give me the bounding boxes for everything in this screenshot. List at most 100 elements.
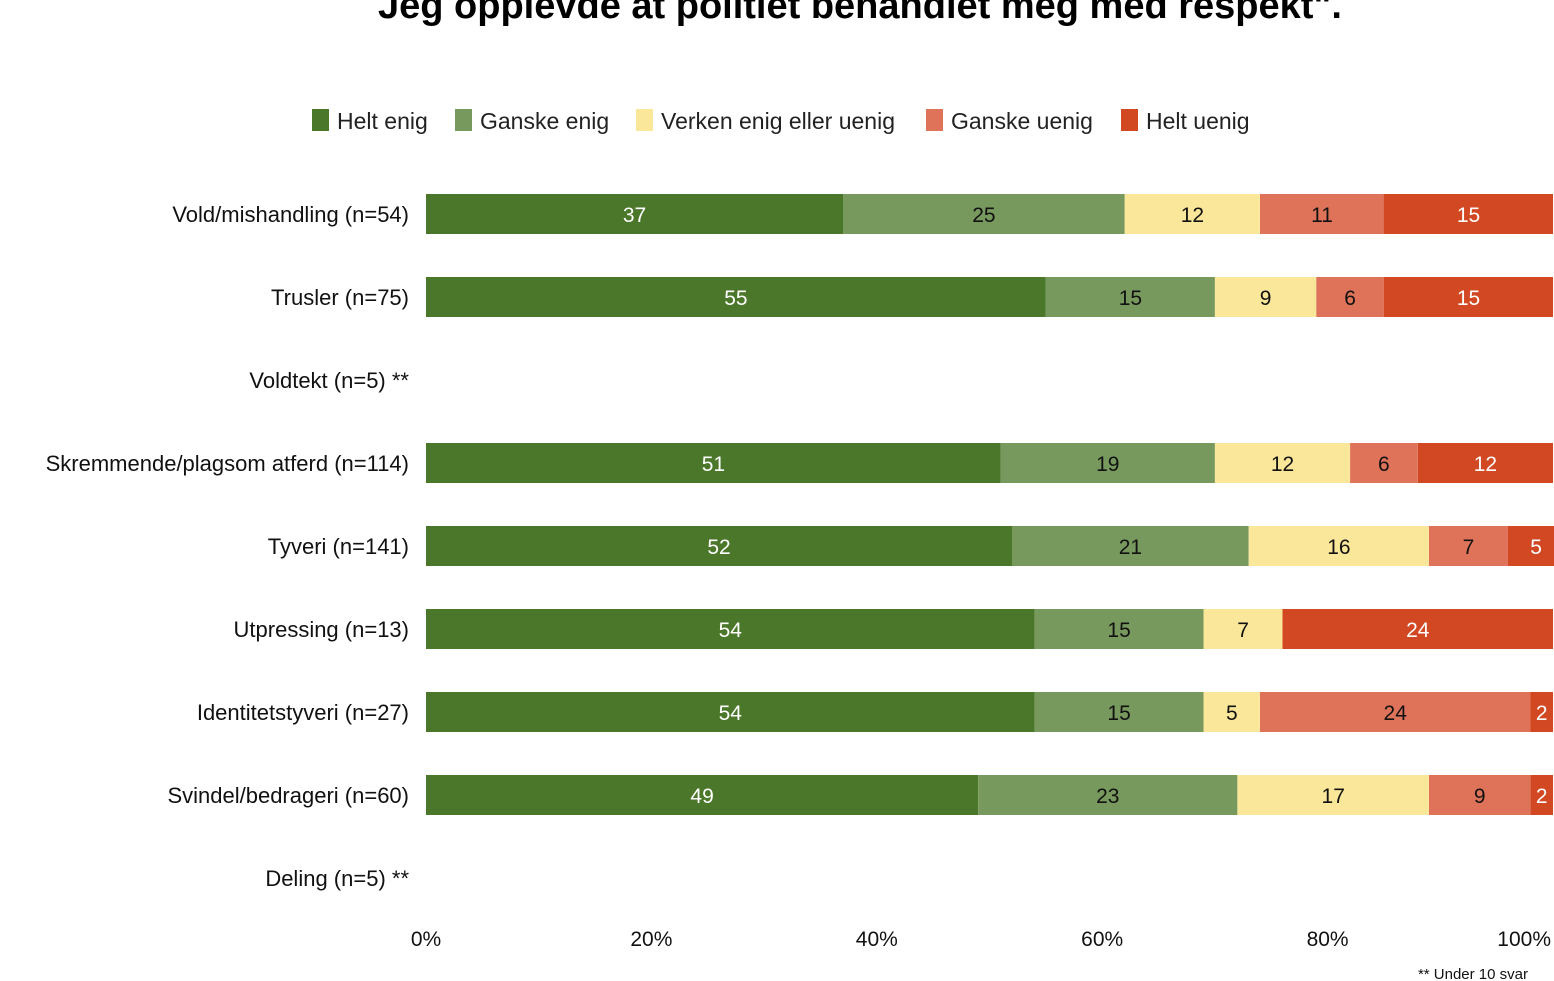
chart-title: Jeg opplevde at politiet behandlet meg m… bbox=[378, 0, 1342, 27]
data-label: 2 bbox=[1536, 702, 1548, 725]
bar-segment-ganske-enig bbox=[1000, 443, 1215, 483]
data-label: 17 bbox=[1322, 785, 1345, 808]
data-label: 54 bbox=[719, 619, 743, 642]
data-label: 37 bbox=[623, 204, 646, 227]
bar-segment-ganske-uenig bbox=[1350, 443, 1418, 483]
footnote: ** Under 10 svar bbox=[1418, 966, 1528, 981]
bar-segment-verken-enig-eller-uenig bbox=[1203, 692, 1260, 732]
bar-segment-verken-enig-eller-uenig bbox=[1248, 526, 1429, 566]
data-label: 6 bbox=[1344, 287, 1356, 310]
category-label: Skremmende/plagsom atferd (n=114) bbox=[46, 451, 409, 476]
data-label: 54 bbox=[719, 702, 743, 725]
category-label: Identitetstyveri (n=27) bbox=[197, 700, 409, 725]
bar-segment-helt-enig bbox=[426, 692, 1035, 732]
data-label: 15 bbox=[1457, 204, 1480, 227]
x-tick-label: 0% bbox=[411, 928, 441, 951]
category-label: Voldtekt (n=5) ** bbox=[249, 368, 409, 393]
data-label: 19 bbox=[1096, 453, 1119, 476]
data-label: 12 bbox=[1181, 204, 1204, 227]
data-label: 6 bbox=[1378, 453, 1390, 476]
x-tick-label: 60% bbox=[1081, 928, 1123, 951]
bar-segment-ganske-enig bbox=[843, 194, 1125, 234]
data-label: 55 bbox=[724, 287, 747, 310]
bar-segment-helt-enig bbox=[426, 194, 843, 234]
data-label: 9 bbox=[1474, 785, 1486, 808]
category-label: Utpressing (n=13) bbox=[234, 617, 409, 642]
data-label: 9 bbox=[1260, 287, 1272, 310]
bar-segment-ganske-enig bbox=[978, 775, 1238, 815]
data-label: 24 bbox=[1406, 619, 1430, 642]
x-tick-label: 40% bbox=[856, 928, 898, 951]
data-label: 12 bbox=[1474, 453, 1497, 476]
data-label: 16 bbox=[1327, 536, 1350, 559]
bar-segment-helt-enig bbox=[426, 443, 1001, 483]
bar-segment-ganske-uenig bbox=[1260, 194, 1384, 234]
data-label: 11 bbox=[1311, 204, 1333, 227]
data-label: 51 bbox=[702, 453, 725, 476]
legend-swatch-helt-enig bbox=[312, 109, 329, 131]
bar-segment-ganske-uenig bbox=[1429, 775, 1531, 815]
bar-segment-helt-uenig bbox=[1530, 692, 1553, 732]
x-axis-ticks: 0% 20% 40% 60% 80% 100% bbox=[411, 928, 1551, 951]
bar-segment-verken-enig-eller-uenig bbox=[1237, 775, 1429, 815]
legend-label-helt-enig: Helt enig bbox=[337, 108, 428, 134]
bar-segment-ganske-enig bbox=[1045, 277, 1215, 317]
bar-segment-ganske-uenig bbox=[1260, 692, 1531, 732]
legend-swatch-verken-enig-eller-uenig bbox=[636, 109, 653, 131]
data-label: 7 bbox=[1237, 619, 1249, 642]
bar-segment-ganske-uenig bbox=[1429, 526, 1508, 566]
legend-label-helt-uenig: Helt uenig bbox=[1146, 108, 1250, 134]
bar-segment-ganske-uenig bbox=[1316, 277, 1384, 317]
data-label: 21 bbox=[1119, 536, 1142, 559]
data-label: 25 bbox=[972, 204, 995, 227]
legend-label-verken-enig-eller-uenig: Verken enig eller uenig bbox=[661, 108, 895, 134]
bar-segment-helt-uenig bbox=[1383, 277, 1553, 317]
bar-segment-ganske-enig bbox=[1034, 692, 1204, 732]
bar-segment-helt-enig bbox=[426, 609, 1035, 649]
data-label: 23 bbox=[1096, 785, 1119, 808]
bar-segment-helt-uenig bbox=[1417, 443, 1553, 483]
data-label: 15 bbox=[1107, 619, 1130, 642]
data-label: 7 bbox=[1463, 536, 1475, 559]
category-labels: Vold/mishandling (n=54) Trusler (n=75) Vol… bbox=[46, 202, 410, 891]
bar-segment-verken-enig-eller-uenig bbox=[1214, 443, 1351, 483]
category-label: Trusler (n=75) bbox=[271, 285, 409, 310]
data-label: 15 bbox=[1107, 702, 1130, 725]
x-tick-label: 20% bbox=[630, 928, 672, 951]
x-tick-label: 80% bbox=[1307, 928, 1349, 951]
category-label: Svindel/bedrageri (n=60) bbox=[167, 783, 409, 808]
legend-label-ganske-uenig: Ganske uenig bbox=[951, 108, 1093, 134]
legend: Helt enig Ganske enig Verken enig eller ue… bbox=[312, 108, 1250, 134]
legend-swatch-ganske-uenig bbox=[926, 109, 943, 131]
category-label: Vold/mishandling (n=54) bbox=[172, 202, 409, 227]
legend-swatch-ganske-enig bbox=[455, 109, 472, 131]
bar-segment-helt-uenig bbox=[1507, 526, 1554, 566]
bar-segment-helt-enig bbox=[426, 526, 1012, 566]
data-label: 15 bbox=[1119, 287, 1142, 310]
x-tick-label: 100% bbox=[1497, 928, 1551, 951]
bar-segment-helt-uenig bbox=[1383, 194, 1553, 234]
bar-segment-helt-enig bbox=[426, 277, 1046, 317]
legend-label-ganske-enig: Ganske enig bbox=[480, 108, 609, 134]
bar-segment-verken-enig-eller-uenig bbox=[1203, 609, 1283, 649]
bar-segment-helt-enig bbox=[426, 775, 979, 815]
data-label: 5 bbox=[1530, 536, 1542, 559]
bar-segment-helt-uenig bbox=[1282, 609, 1553, 649]
data-label: 5 bbox=[1226, 702, 1238, 725]
bar-segment-verken-enig-eller-uenig bbox=[1214, 277, 1317, 317]
data-label: 2 bbox=[1536, 785, 1548, 808]
bar-segment-ganske-enig bbox=[1034, 609, 1204, 649]
data-label: 52 bbox=[707, 536, 730, 559]
data-label: 24 bbox=[1384, 702, 1408, 725]
data-label: 12 bbox=[1271, 453, 1294, 476]
data-label: 49 bbox=[690, 785, 713, 808]
category-label: Deling (n=5) ** bbox=[265, 866, 409, 891]
bar-segment-helt-uenig bbox=[1530, 775, 1553, 815]
category-label: Tyveri (n=141) bbox=[268, 534, 409, 559]
legend-swatch-helt-uenig bbox=[1121, 109, 1138, 131]
bar-segment-verken-enig-eller-uenig bbox=[1124, 194, 1260, 234]
data-label: 15 bbox=[1457, 287, 1480, 310]
bar-segment-ganske-enig bbox=[1012, 526, 1249, 566]
